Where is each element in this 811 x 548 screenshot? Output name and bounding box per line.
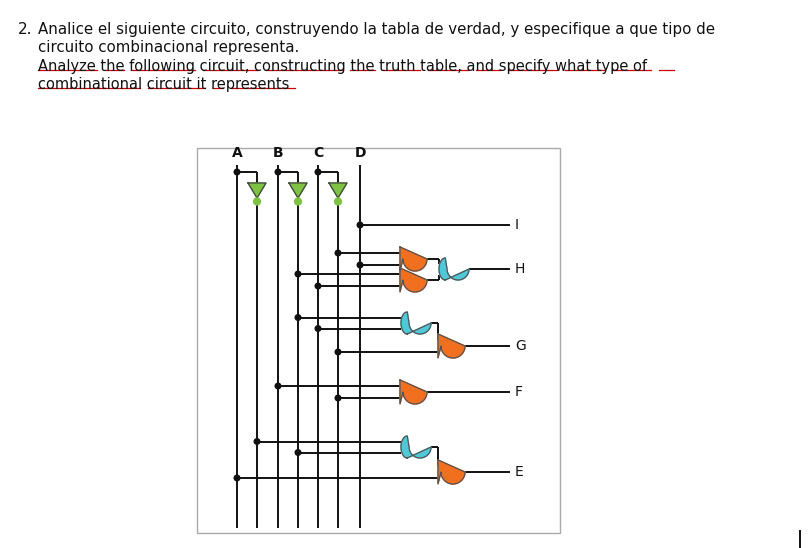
Text: Analice el siguiente circuito, construyendo la tabla de verdad, y especifique a : Analice el siguiente circuito, construye… <box>38 22 715 37</box>
Circle shape <box>357 222 363 228</box>
Polygon shape <box>248 183 266 198</box>
Circle shape <box>357 262 363 268</box>
Polygon shape <box>400 380 427 404</box>
Circle shape <box>234 475 240 481</box>
Circle shape <box>294 198 302 205</box>
Polygon shape <box>438 460 465 484</box>
Polygon shape <box>400 268 427 292</box>
Circle shape <box>254 439 260 444</box>
Circle shape <box>315 326 321 332</box>
Circle shape <box>335 395 341 401</box>
Circle shape <box>234 169 240 175</box>
Text: 2.: 2. <box>18 22 32 37</box>
Text: B: B <box>272 146 283 160</box>
Polygon shape <box>401 312 431 334</box>
Circle shape <box>315 169 321 175</box>
Polygon shape <box>289 183 307 198</box>
Circle shape <box>335 349 341 355</box>
Polygon shape <box>329 183 347 198</box>
Text: E: E <box>515 465 524 479</box>
Polygon shape <box>400 247 427 271</box>
Text: G: G <box>515 339 526 353</box>
Circle shape <box>295 450 301 455</box>
Circle shape <box>335 250 341 256</box>
Text: H: H <box>515 262 526 276</box>
Bar <box>197 148 560 533</box>
Circle shape <box>295 271 301 277</box>
Polygon shape <box>438 334 465 358</box>
Text: Analyze the following circuit, constructing the truth table, and specify what ty: Analyze the following circuit, construct… <box>38 59 647 74</box>
Text: F: F <box>515 385 523 399</box>
Polygon shape <box>439 258 469 280</box>
Text: C: C <box>313 146 323 160</box>
Text: A: A <box>232 146 242 160</box>
Polygon shape <box>401 436 431 458</box>
Circle shape <box>334 198 341 205</box>
Circle shape <box>275 169 281 175</box>
Circle shape <box>295 315 301 320</box>
Circle shape <box>275 383 281 389</box>
Circle shape <box>315 283 321 289</box>
Text: combinational circuit it represents: combinational circuit it represents <box>38 77 290 92</box>
Circle shape <box>254 198 260 205</box>
Text: I: I <box>515 218 519 232</box>
Text: D: D <box>354 146 366 160</box>
Text: circuito combinacional representa.: circuito combinacional representa. <box>38 40 299 55</box>
